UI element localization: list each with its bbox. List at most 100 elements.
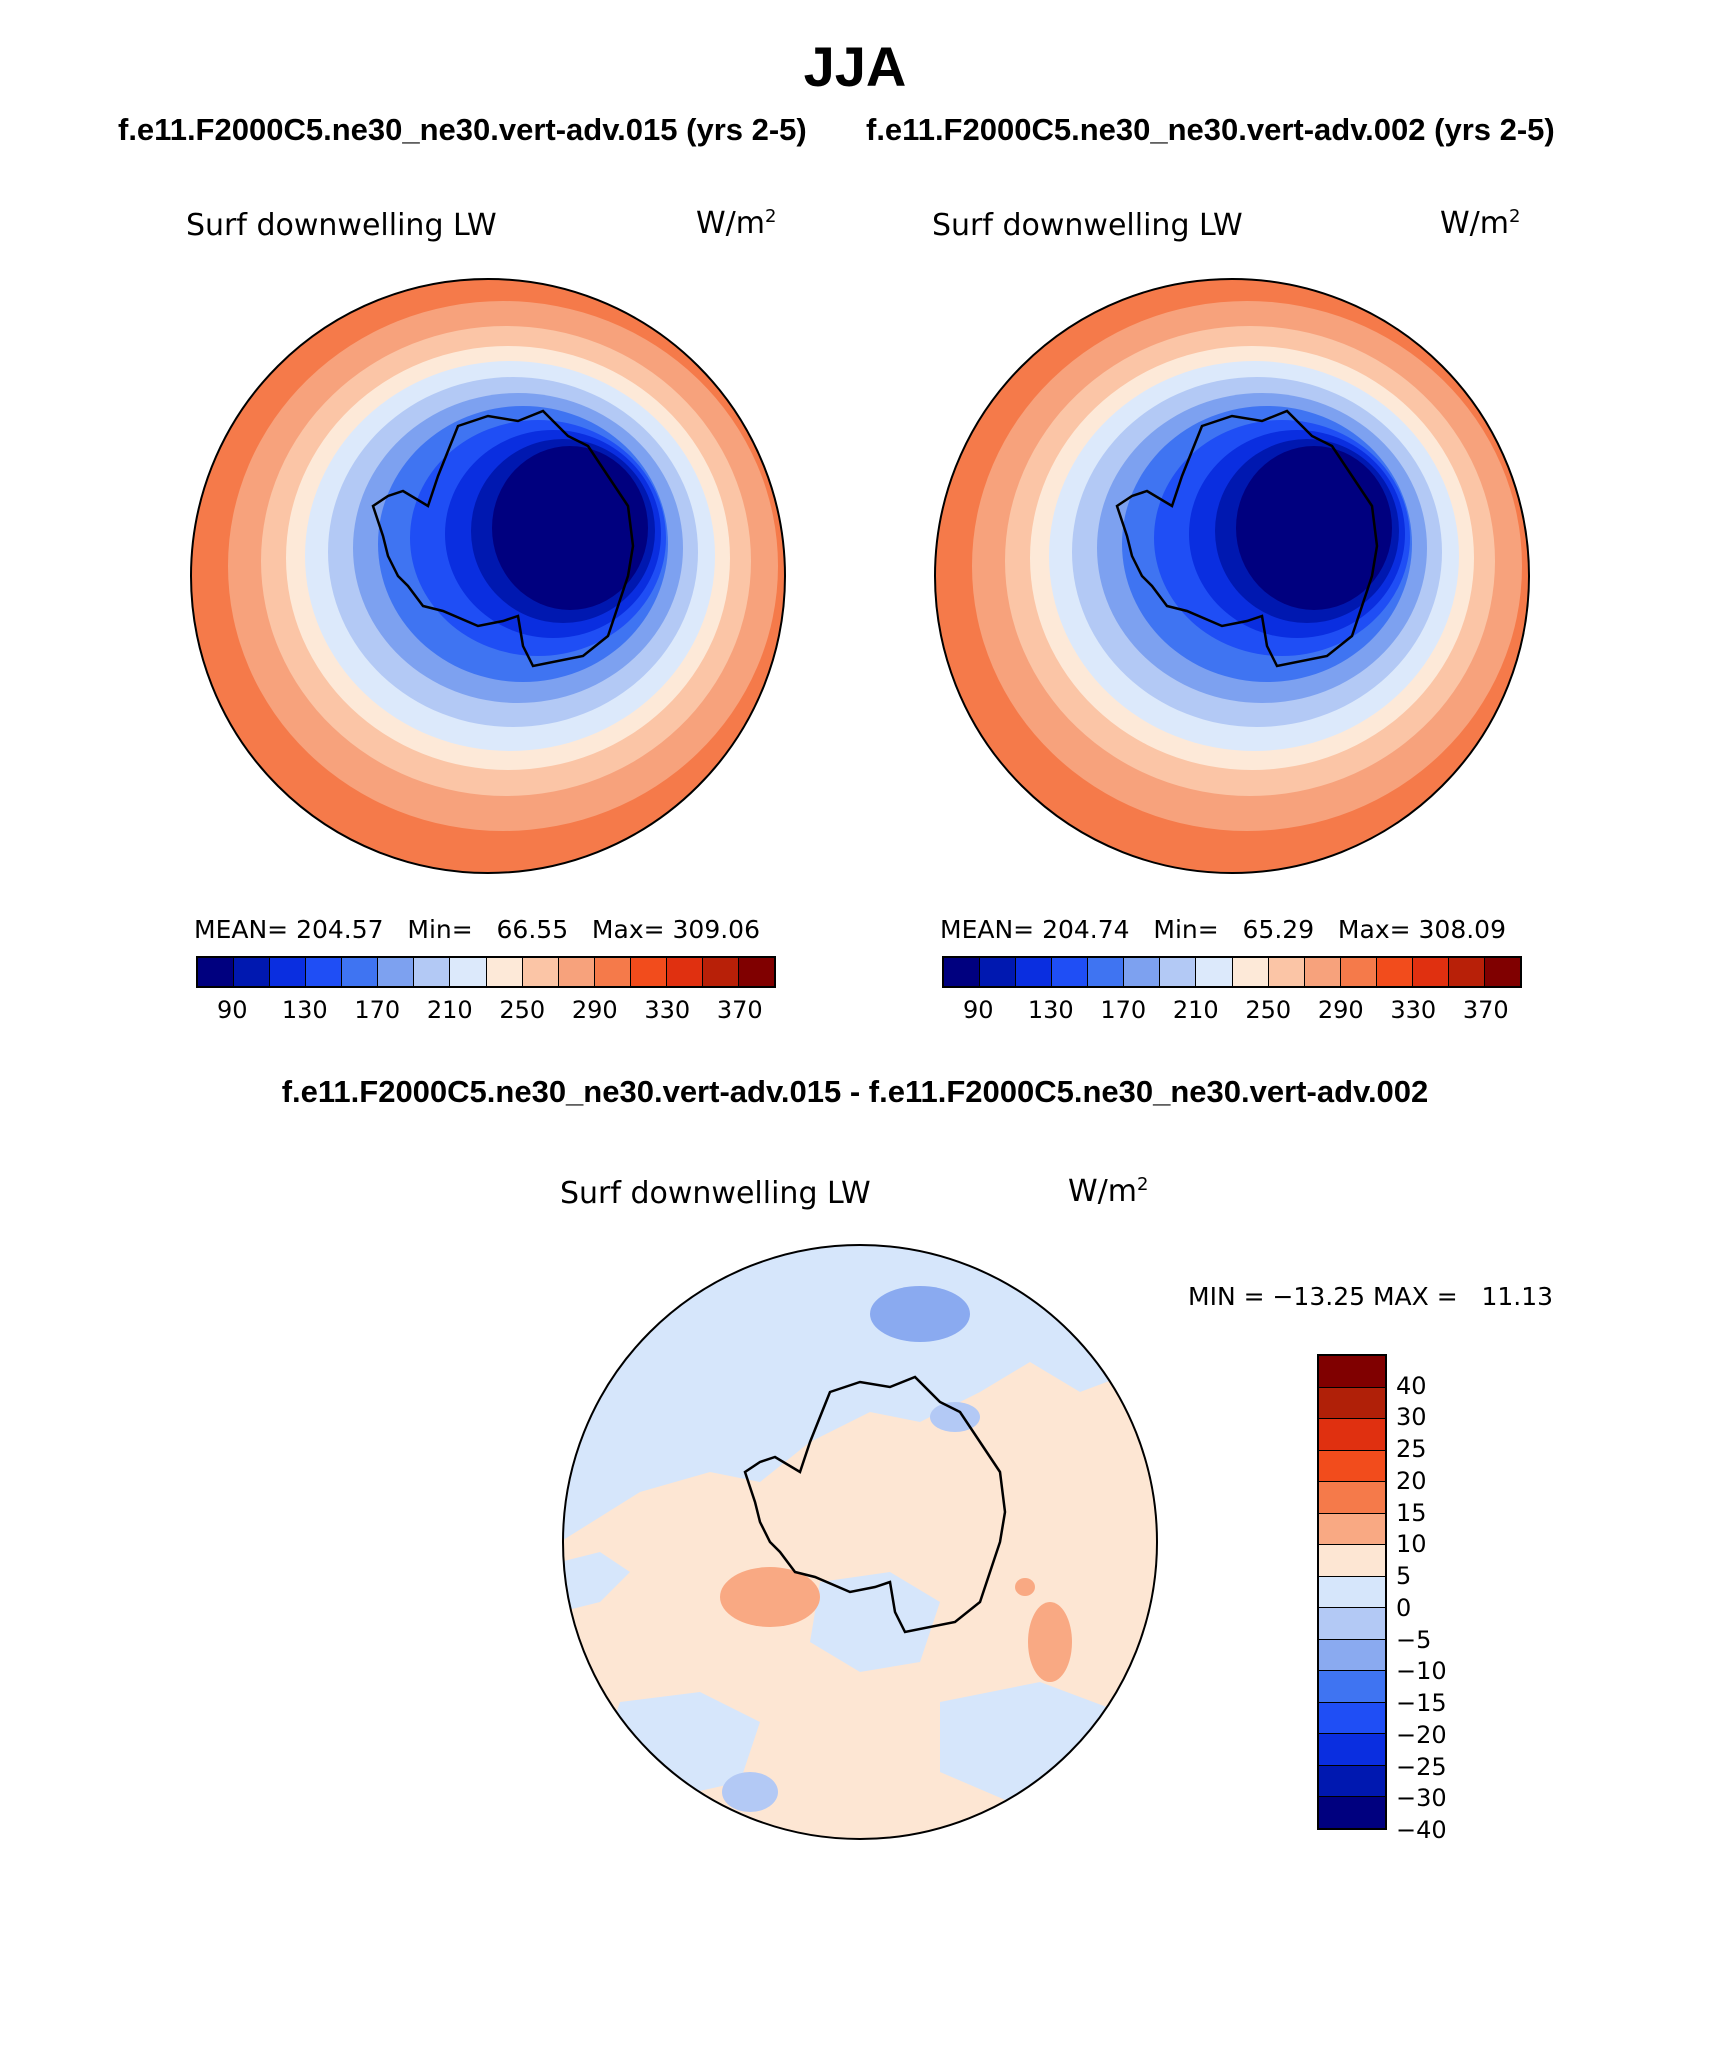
panel3-colorbar-cell xyxy=(1319,1797,1385,1828)
panel1-colorbar-tick-label: 370 xyxy=(716,996,763,1024)
panel1-colorbar-tick-label: 90 xyxy=(216,996,248,1024)
panel3-colorbar-tick-label: 25 xyxy=(1396,1435,1427,1464)
panel1-colorbar-cell xyxy=(702,958,739,986)
panel2-colorbar-cell xyxy=(1196,958,1233,986)
panel3-colorbar xyxy=(1317,1354,1387,1830)
panel2-colorbar-cell xyxy=(1484,958,1520,986)
panel1-coastline xyxy=(371,409,635,668)
panel2-colorbar-tick-label: 170 xyxy=(1100,996,1147,1024)
panel2-colorbar-cell xyxy=(1016,958,1053,986)
panel2-coastline xyxy=(1115,409,1379,668)
panel1-colorbar-tick-label: 330 xyxy=(644,996,691,1024)
panel3-colorbar-tick-label: 20 xyxy=(1396,1466,1427,1495)
panel3-colorbar-tick-label: −30 xyxy=(1396,1784,1447,1813)
panel3-units: W/m2 xyxy=(1068,1174,1149,1209)
panel1-colorbar-cell xyxy=(198,958,235,986)
panel1-variable: Surf downwelling LW xyxy=(186,208,497,243)
panel3-colorbar-cell xyxy=(1319,1702,1385,1735)
panel2-colorbar-cell xyxy=(1160,958,1197,986)
panel2-colorbar-cell xyxy=(1340,958,1377,986)
panel1-colorbar-cell xyxy=(270,958,307,986)
panel2-colorbar-cell xyxy=(1376,958,1413,986)
panel2-colorbar-tick-label: 210 xyxy=(1172,996,1219,1024)
panel2-colorbar-cell xyxy=(1088,958,1125,986)
panel3-colorbar-tick-label: 0 xyxy=(1396,1593,1412,1622)
panel2-polar-map xyxy=(934,278,1530,874)
panel3-colorbar-cell xyxy=(1319,1765,1385,1798)
panel1-colorbar-cell xyxy=(414,958,451,986)
panel1-colorbar-cell xyxy=(630,958,667,986)
difference-title: f.e11.F2000C5.ne30_ne30.vert-adv.015 - f… xyxy=(281,1074,1429,1109)
panel3-colorbar-cell xyxy=(1319,1545,1385,1577)
case2-title: f.e11.F2000C5.ne30_ne30.vert-adv.002 (yr… xyxy=(866,112,1555,147)
panel3-colorbar-cell xyxy=(1319,1387,1385,1420)
panel1-colorbar-cell xyxy=(522,958,559,986)
panel2-colorbar-ticks: 90 130 170 210 250 290 330 370 xyxy=(942,996,1522,1026)
panel2-colorbar-cell xyxy=(1232,958,1269,986)
panel1-colorbar-cell xyxy=(306,958,343,986)
panel1-colorbar-cell xyxy=(234,958,271,986)
panel1-colorbar-tick-label: 130 xyxy=(281,996,328,1024)
panel2-colorbar-tick-label: 370 xyxy=(1462,996,1509,1024)
panel1-colorbar-cell xyxy=(594,958,631,986)
season-title: JJA xyxy=(803,35,907,98)
panel3-colorbar-tick-label: −15 xyxy=(1396,1689,1447,1718)
panel1-colorbar xyxy=(196,956,776,988)
panel3-colorbar-tick-label: −5 xyxy=(1396,1625,1432,1654)
panel2-colorbar xyxy=(942,956,1522,988)
panel3-variable: Surf downwelling LW xyxy=(560,1176,871,1211)
panel1-colorbar-cell xyxy=(666,958,703,986)
panel3-coastline xyxy=(743,1375,1007,1634)
panel2-colorbar-cell xyxy=(1268,958,1305,986)
panel2-colorbar-cell xyxy=(1124,958,1161,986)
panel3-colorbar-cell xyxy=(1319,1450,1385,1483)
panel1-colorbar-tick-label: 210 xyxy=(426,996,473,1024)
panel1-colorbar-tick-label: 170 xyxy=(354,996,401,1024)
panel3-colorbar-tick-label: −25 xyxy=(1396,1752,1447,1781)
panel3-colorbar-tick-label: 30 xyxy=(1396,1403,1427,1432)
panel3-colorbar-tick-label: −10 xyxy=(1396,1657,1447,1686)
panel1-colorbar-cell xyxy=(378,958,415,986)
panel2-colorbar-tick-label: 290 xyxy=(1317,996,1364,1024)
panel1-colorbar-cell xyxy=(738,958,774,986)
panel3-colorbar-tick-label: −40 xyxy=(1396,1816,1447,1844)
panel1-units: W/m2 xyxy=(696,206,777,241)
panel1-colorbar-tick-label: 250 xyxy=(499,996,546,1024)
panel3-colorbar-tick-label: −20 xyxy=(1396,1720,1447,1749)
panel2-units: W/m2 xyxy=(1440,206,1521,241)
panel1-colorbar-cell xyxy=(450,958,487,986)
panel1-colorbar-tick-label: 290 xyxy=(571,996,618,1024)
panel2-colorbar-tick-label: 250 xyxy=(1245,996,1292,1024)
panel2-variable: Surf downwelling LW xyxy=(932,208,1243,243)
panel2-colorbar-cell xyxy=(1412,958,1449,986)
panel2-colorbar-cell xyxy=(1304,958,1341,986)
panel3-stats: MIN = −13.25 MAX = 11.13 xyxy=(1188,1282,1554,1311)
panel3-colorbar-cell xyxy=(1319,1419,1385,1451)
panel1-colorbar-cell xyxy=(558,958,595,986)
panel2-colorbar-tick-label: 90 xyxy=(962,996,994,1024)
panel3-colorbar-cell xyxy=(1319,1608,1385,1640)
panel2-stats: MEAN= 204.74 Min= 65.29 Max= 308.09 xyxy=(940,915,1506,944)
panel3-colorbar-tick-label: 5 xyxy=(1396,1562,1412,1591)
panel3-colorbar-cell xyxy=(1319,1482,1385,1514)
panel3-colorbar-ticks: 40 30 25 20 15 10 5 0 −5 −10 −15 −20 −25 −30 −40 xyxy=(1396,1354,1456,1844)
panel3-colorbar-tick-label: 40 xyxy=(1396,1371,1427,1400)
panel1-colorbar-ticks: 90 130 170 210 250 290 330 370 xyxy=(196,996,776,1026)
panel2-colorbar-cell xyxy=(1448,958,1485,986)
panel3-colorbar-cell xyxy=(1319,1639,1385,1672)
panel3-colorbar-tick-label: 15 xyxy=(1396,1498,1427,1527)
panel3-colorbar-cell xyxy=(1319,1513,1385,1546)
panel2-colorbar-cell xyxy=(1052,958,1089,986)
panel3-colorbar-cell xyxy=(1319,1576,1385,1609)
panel3-colorbar-cell xyxy=(1319,1671,1385,1703)
panel3-colorbar-cell xyxy=(1319,1734,1385,1766)
panel2-colorbar-tick-label: 330 xyxy=(1390,996,1437,1024)
panel3-difference-map xyxy=(562,1244,1158,1840)
panel3-colorbar-tick-label: 10 xyxy=(1396,1530,1427,1559)
panel2-colorbar-cell xyxy=(980,958,1017,986)
panel1-polar-map xyxy=(190,278,786,874)
panel3-colorbar-cell xyxy=(1319,1356,1385,1388)
panel1-colorbar-cell xyxy=(486,958,523,986)
case1-title: f.e11.F2000C5.ne30_ne30.vert-adv.015 (yr… xyxy=(118,112,807,147)
panel2-colorbar-cell xyxy=(944,958,981,986)
